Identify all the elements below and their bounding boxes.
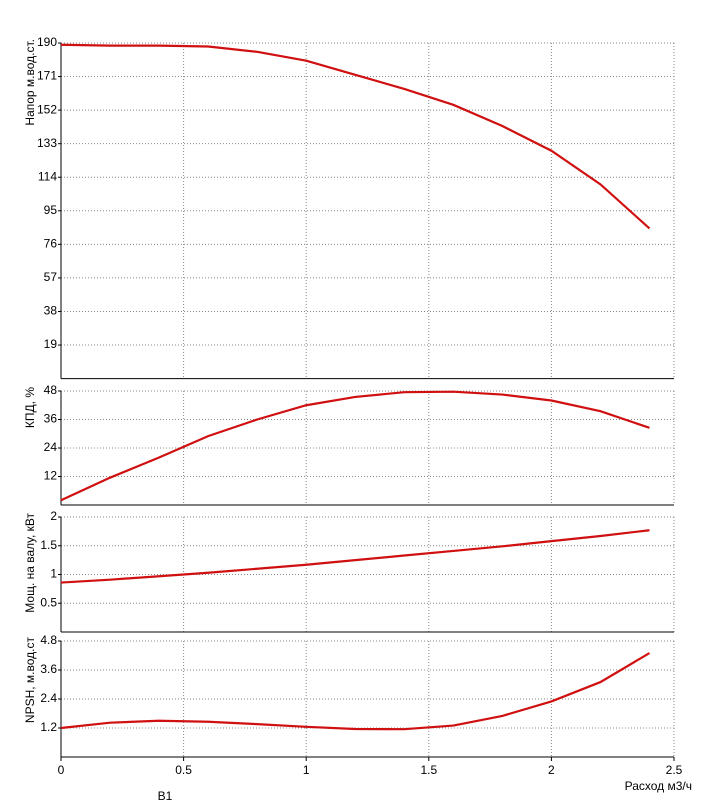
y-tick-label: 190 [37,35,57,49]
curve [60,529,650,584]
y-tick-label: 1.2 [40,720,57,734]
x-tick-label: 1.5 [420,763,437,777]
y-tick-label: 2 [50,509,57,523]
y-tick-label: 1.5 [40,538,57,552]
y-tick-label: 38 [44,304,58,318]
y-tick-label: 95 [44,203,58,217]
y-tick-label: 12 [44,469,58,483]
y-axis-label: КПД, % [23,387,37,428]
x-axis-label: Расход м3/ч [625,779,692,793]
y-tick-label: 133 [37,136,57,150]
y-tick-label: 36 [44,412,58,426]
y-tick-label: 152 [37,102,57,116]
x-tick-label: 1 [303,763,310,777]
y-tick-label: 0.5 [40,595,57,609]
y-tick-label: 76 [44,237,58,251]
y-tick-label: 19 [44,337,58,351]
y-tick-label: 24 [44,440,58,454]
curve [60,652,651,731]
curve [60,43,651,230]
y-axis-label: Напор м.вод.ст. [23,39,37,126]
footer-label: В1 [158,789,173,800]
x-tick-label: 0 [58,763,65,777]
y-tick-label: 1 [50,567,57,581]
y-tick-label: 114 [38,169,57,183]
x-tick-label: 2.5 [666,763,683,777]
y-tick-label: 4.8 [40,633,57,647]
y-axis-label: Мощ. на валу, кВт [23,513,37,613]
y-tick-label: 2.4 [40,691,57,705]
curve [60,390,650,502]
y-tick-label: 3.6 [40,662,57,676]
x-tick-label: 2 [548,763,555,777]
x-tick-label: 0.5 [175,763,192,777]
y-axis-label: NPSH, м.вод.ст [23,637,37,724]
y-tick-label: 48 [44,383,58,397]
y-tick-label: 171 [37,69,57,83]
y-tick-label: 57 [44,270,58,284]
